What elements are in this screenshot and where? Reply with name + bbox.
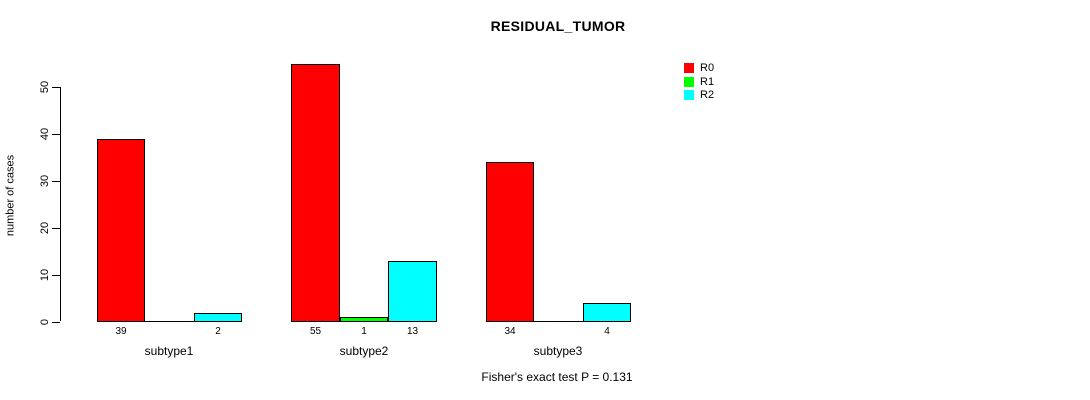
legend-label-r2: R2 xyxy=(700,89,715,101)
chart-title: RESIDUAL_TUMOR xyxy=(490,18,626,34)
y-axis-line xyxy=(60,87,61,321)
legend-swatch-r2 xyxy=(684,90,694,100)
legend-swatch-r1 xyxy=(684,77,694,87)
bar-r0-subtype3 xyxy=(486,162,534,322)
y-axis-tick-label: 0 xyxy=(39,318,51,326)
legend-swatch-r0 xyxy=(684,63,694,73)
y-axis-tick-label: 40 xyxy=(39,127,51,141)
legend-label-r1: R1 xyxy=(700,76,715,88)
y-axis-tick xyxy=(52,228,60,229)
bar-r2-subtype2 xyxy=(388,261,437,322)
bar-value-label: 39 xyxy=(115,326,127,337)
bar-r1-subtype2 xyxy=(340,317,388,322)
annotation-text: Fisher's exact test P = 0.131 xyxy=(481,370,633,384)
bar-r2-subtype1 xyxy=(194,313,242,322)
y-axis-tick-label: 30 xyxy=(39,174,51,188)
legend-label-r0: R0 xyxy=(700,62,715,74)
bar-value-label: 13 xyxy=(406,326,419,337)
y-axis-tick xyxy=(52,87,60,88)
bar-r1-subtype1-zero xyxy=(145,321,194,322)
y-axis-label: number of cases xyxy=(4,154,17,237)
bar-value-label: 2 xyxy=(215,326,221,337)
bar-value-label: 34 xyxy=(504,326,516,337)
bar-value-label: 55 xyxy=(309,326,322,337)
bar-r1-subtype3-zero xyxy=(534,321,583,322)
y-axis-tick-label: 20 xyxy=(39,221,51,235)
y-axis-tick-label: 10 xyxy=(39,268,51,282)
bar-value-label: 4 xyxy=(604,326,610,337)
x-category-label: subtype3 xyxy=(533,344,583,358)
y-axis-tick-label: 50 xyxy=(39,80,51,94)
y-axis-tick xyxy=(52,322,60,323)
bar-r0-subtype2 xyxy=(291,64,340,322)
bar-r2-subtype3 xyxy=(583,303,631,322)
x-category-label: subtype2 xyxy=(339,344,389,358)
y-axis-tick xyxy=(52,181,60,182)
bar-value-label: 1 xyxy=(361,326,367,337)
y-axis-tick xyxy=(52,275,60,276)
bar-r0-subtype1 xyxy=(97,139,145,322)
y-axis-tick xyxy=(52,134,60,135)
x-category-label: subtype1 xyxy=(144,344,194,358)
